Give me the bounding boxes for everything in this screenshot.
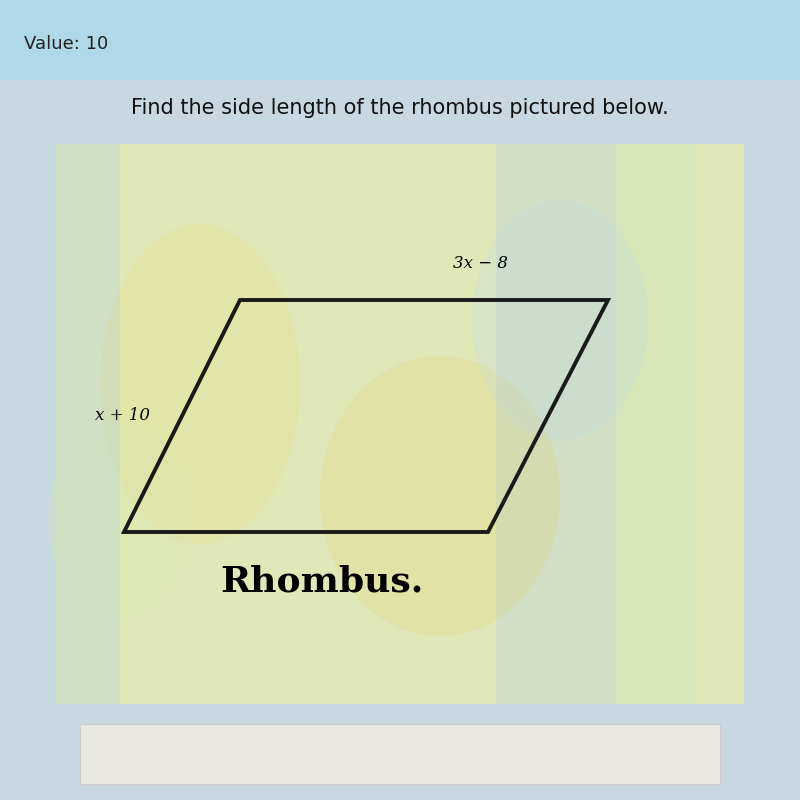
Bar (80, 724, 720, 784)
Ellipse shape (100, 224, 300, 544)
Bar (56, 144, 120, 704)
Text: Value: 10: Value: 10 (24, 35, 108, 53)
Text: Find the side length of the rhombus pictured below.: Find the side length of the rhombus pict… (131, 98, 669, 118)
Bar (56, 144, 744, 704)
Text: Rhombus.: Rhombus. (220, 564, 424, 598)
Bar (616, 144, 696, 704)
Ellipse shape (320, 356, 560, 636)
Bar (0, 0, 800, 80)
Ellipse shape (472, 200, 648, 440)
Text: x + 10: x + 10 (95, 407, 150, 425)
Bar (496, 144, 616, 704)
Text: 3x − 8: 3x − 8 (453, 255, 507, 272)
Ellipse shape (48, 420, 192, 620)
